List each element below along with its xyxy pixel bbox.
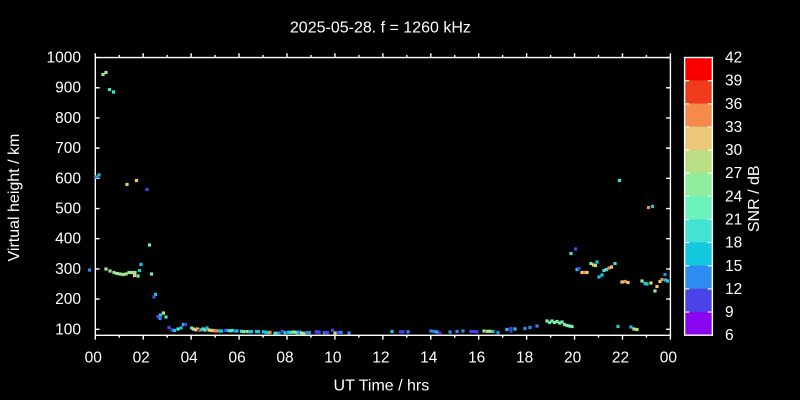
svg-text:30: 30: [725, 142, 743, 159]
svg-text:04: 04: [181, 349, 199, 366]
svg-text:800: 800: [55, 110, 81, 127]
svg-text:6: 6: [725, 327, 734, 344]
svg-text:16: 16: [468, 349, 485, 366]
svg-text:27: 27: [725, 165, 742, 182]
svg-text:00: 00: [660, 349, 678, 366]
svg-text:08: 08: [276, 349, 293, 366]
svg-text:18: 18: [516, 349, 533, 366]
svg-text:700: 700: [55, 140, 81, 157]
svg-text:12: 12: [372, 349, 389, 366]
svg-text:2025-05-28. f = 1260 kHz: 2025-05-28. f = 1260 kHz: [290, 19, 471, 36]
svg-text:15: 15: [725, 258, 742, 275]
svg-text:1000: 1000: [47, 50, 82, 67]
svg-text:300: 300: [55, 261, 81, 278]
svg-text:36: 36: [725, 96, 742, 113]
svg-text:14: 14: [420, 349, 438, 366]
svg-text:06: 06: [228, 349, 245, 366]
svg-text:SNR / dB: SNR / dB: [746, 165, 763, 232]
svg-text:400: 400: [55, 231, 81, 248]
svg-text:UT Time / hrs: UT Time / hrs: [334, 377, 430, 394]
svg-text:39: 39: [725, 73, 742, 90]
svg-text:500: 500: [55, 201, 81, 218]
svg-text:9: 9: [725, 304, 734, 321]
svg-text:21: 21: [725, 212, 742, 229]
svg-text:20: 20: [564, 349, 582, 366]
svg-text:24: 24: [725, 188, 743, 205]
svg-text:00: 00: [85, 349, 103, 366]
svg-text:100: 100: [55, 321, 81, 338]
svg-text:18: 18: [725, 235, 742, 252]
svg-text:200: 200: [55, 291, 81, 308]
svg-text:12: 12: [725, 281, 742, 298]
svg-text:33: 33: [725, 119, 742, 136]
svg-text:10: 10: [324, 349, 342, 366]
svg-text:Virtual height / km: Virtual height / km: [6, 134, 23, 262]
svg-text:600: 600: [55, 170, 81, 187]
svg-text:22: 22: [612, 349, 629, 366]
svg-text:42: 42: [725, 50, 742, 67]
svg-text:02: 02: [133, 349, 150, 366]
svg-text:900: 900: [55, 80, 81, 97]
